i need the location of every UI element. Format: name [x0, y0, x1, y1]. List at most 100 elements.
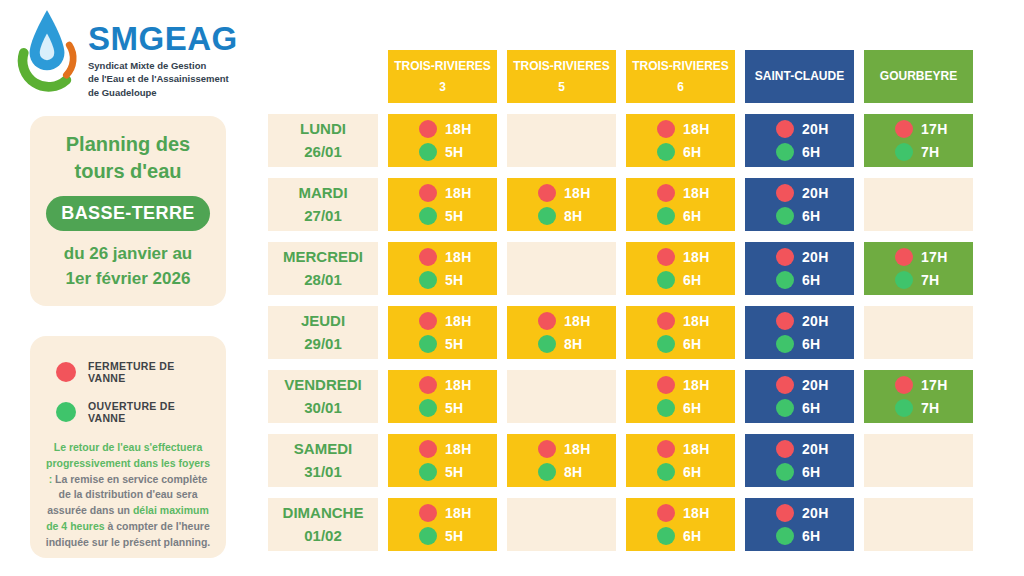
valve-open-dot-icon — [776, 399, 794, 417]
time-label: 8H — [564, 208, 583, 224]
schedule-cell: 18H5H — [388, 434, 497, 487]
time-label: 18H — [564, 441, 591, 457]
valve-open-dot-icon — [776, 271, 794, 289]
day-date: 31/01 — [304, 461, 342, 484]
time-row: 6H — [776, 143, 854, 161]
time-label: 18H — [683, 249, 710, 265]
day-name: DIMANCHE — [283, 502, 364, 525]
brand-name: SMGEAG — [88, 22, 238, 55]
valve-close-dot-icon — [895, 120, 913, 138]
valve-open-dot-icon — [657, 143, 675, 161]
empty-cell — [864, 306, 973, 359]
time-label: 20H — [802, 121, 829, 137]
schedule-cell: 18H5H — [388, 306, 497, 359]
time-row: 18H — [657, 376, 735, 394]
time-row: 6H — [657, 143, 735, 161]
column-header-line: SAINT-CLAUDE — [755, 66, 844, 86]
valve-open-dot-icon — [56, 402, 76, 422]
schedule-cell: 18H6H — [626, 434, 735, 487]
schedule-cell: 18H6H — [626, 498, 735, 551]
valve-open-dot-icon — [538, 207, 556, 225]
time-row: 6H — [776, 463, 854, 481]
day-label: DIMANCHE01/02 — [268, 498, 378, 551]
time-label: 18H — [683, 441, 710, 457]
valve-open-dot-icon — [657, 335, 675, 353]
valve-close-dot-icon — [657, 504, 675, 522]
valve-close-dot-icon — [895, 376, 913, 394]
legend-row-closed: FERMETURE DE VANNE — [44, 360, 212, 384]
schedule-cell: 18H5H — [388, 242, 497, 295]
time-row: 7H — [895, 271, 973, 289]
valve-close-dot-icon — [895, 248, 913, 266]
valve-open-dot-icon — [538, 335, 556, 353]
time-row: 6H — [657, 527, 735, 545]
legend-open-label: OUVERTURE DE VANNE — [88, 400, 212, 424]
time-row: 8H — [538, 463, 616, 481]
valve-close-dot-icon — [657, 312, 675, 330]
valve-open-dot-icon — [895, 143, 913, 161]
water-drop-logo-icon — [16, 6, 78, 92]
time-label: 5H — [445, 528, 464, 544]
schedule-cell: 18H8H — [507, 434, 616, 487]
time-row: 18H — [657, 248, 735, 266]
day-label: SAMEDI31/01 — [268, 434, 378, 487]
column-header: TROIS-RIVIERES5 — [507, 50, 616, 103]
poster-title: Planning des tours d'eau — [66, 131, 190, 185]
time-label: 18H — [445, 249, 472, 265]
time-label: 5H — [445, 208, 464, 224]
smgeag-logo: SMGEAG Syndicat Mixte de Gestion de l'Ea… — [16, 6, 238, 99]
valve-close-dot-icon — [419, 184, 437, 202]
day-name: MERCREDI — [283, 246, 363, 269]
time-row: 7H — [895, 399, 973, 417]
day-date: 27/01 — [304, 205, 342, 228]
time-label: 5H — [445, 144, 464, 160]
time-label: 7H — [921, 272, 940, 288]
valve-open-dot-icon — [895, 399, 913, 417]
time-row: 6H — [657, 463, 735, 481]
time-row: 5H — [419, 463, 497, 481]
day-name: VENDREDI — [284, 374, 362, 397]
schedule-cell: 20H6H — [745, 306, 854, 359]
legend-note: Le retour de l'eau s'effectuera progress… — [44, 440, 212, 550]
schedule-cell: 18H8H — [507, 178, 616, 231]
valve-open-dot-icon — [776, 335, 794, 353]
column-header-line: 6 — [677, 77, 684, 97]
time-label: 17H — [921, 377, 948, 393]
brand-subtitle: Syndicat Mixte de Gestion de l'Eau et de… — [88, 59, 238, 99]
valve-close-dot-icon — [657, 184, 675, 202]
time-label: 17H — [921, 121, 948, 137]
valve-close-dot-icon — [419, 312, 437, 330]
time-row: 5H — [419, 399, 497, 417]
day-date: 01/02 — [304, 525, 342, 548]
planning-poster: SMGEAG Syndicat Mixte de Gestion de l'Ea… — [0, 0, 1024, 576]
time-label: 18H — [683, 313, 710, 329]
column-header: GOURBEYRE — [864, 50, 973, 103]
day-label: JEUDI29/01 — [268, 306, 378, 359]
day-label: VENDREDI30/01 — [268, 370, 378, 423]
day-label: MARDI27/01 — [268, 178, 378, 231]
time-label: 6H — [683, 208, 702, 224]
time-row: 6H — [776, 527, 854, 545]
time-row: 20H — [776, 440, 854, 458]
day-name: MARDI — [298, 182, 347, 205]
valve-open-dot-icon — [895, 271, 913, 289]
time-label: 18H — [445, 185, 472, 201]
time-label: 18H — [564, 185, 591, 201]
column-header: SAINT-CLAUDE — [745, 50, 854, 103]
time-row: 18H — [419, 440, 497, 458]
time-label: 6H — [683, 336, 702, 352]
schedule-cell: 18H5H — [388, 114, 497, 167]
valve-open-dot-icon — [419, 463, 437, 481]
time-label: 6H — [802, 336, 821, 352]
valve-close-dot-icon — [419, 440, 437, 458]
column-header-line: GOURBEYRE — [880, 66, 957, 86]
time-label: 18H — [445, 441, 472, 457]
column-header-line: 3 — [439, 77, 446, 97]
time-label: 18H — [683, 185, 710, 201]
time-row: 18H — [538, 312, 616, 330]
empty-cell — [507, 370, 616, 423]
time-label: 18H — [564, 313, 591, 329]
time-row: 20H — [776, 184, 854, 202]
time-label: 6H — [683, 272, 702, 288]
time-row: 6H — [657, 399, 735, 417]
